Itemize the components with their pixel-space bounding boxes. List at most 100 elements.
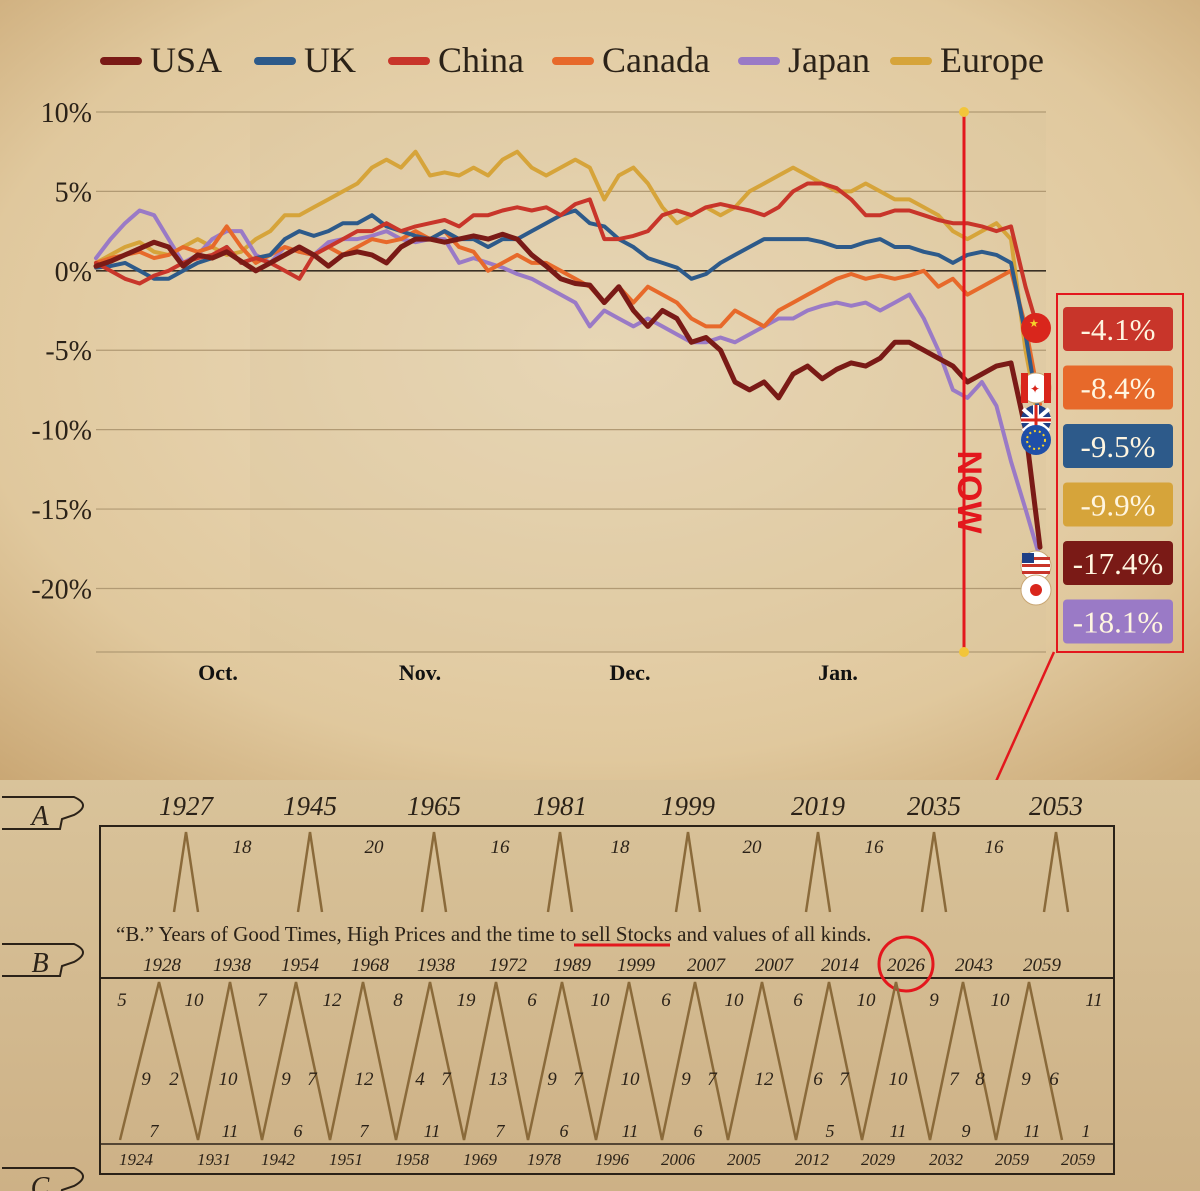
row-b-year: 1968 (351, 955, 390, 976)
row-b-year: 1928 (143, 955, 182, 976)
mid-number: 13 (489, 1069, 508, 1090)
row-a-peak (172, 831, 200, 913)
lower-gap-number: 11 (1024, 1121, 1041, 1141)
end-label-box-japan (1063, 599, 1173, 644)
y-tick-label: 0% (55, 257, 92, 288)
y-tick-label: 10% (41, 98, 92, 129)
row-c-year: 2012 (795, 1150, 830, 1169)
mid-number: 7 (573, 1069, 584, 1090)
row-c-year: 2005 (727, 1150, 761, 1169)
end-label-uk: -9.5% (1081, 429, 1156, 464)
row-a-year: 2053 (1029, 791, 1083, 821)
row-b-year: 1954 (281, 955, 320, 976)
upper-gap-number: 6 (661, 990, 671, 1011)
row-letter-text: A (29, 801, 49, 832)
y-tick-label: -15% (31, 495, 92, 526)
row-a-peak (804, 831, 832, 913)
upper-gap-number: 11 (1085, 990, 1103, 1011)
lower-gap-number: 6 (694, 1121, 703, 1141)
mid-number: 9 (681, 1069, 691, 1090)
legend-item-usa: USA (100, 40, 222, 80)
caption-highlight: time to sell (517, 922, 610, 946)
legend: USA UK China Canada Japan Europe (100, 40, 1044, 80)
legend-item-canada: Canada (552, 40, 710, 80)
lower-gap-number: 11 (890, 1121, 907, 1141)
svg-text:✦: ✦ (1030, 382, 1040, 396)
now-marker: NOW (950, 107, 988, 657)
end-value-labels: -4.1% -8.4% -9.5% -9.9% -17.4% -18.1% (1063, 307, 1173, 644)
plot-shade (250, 112, 1046, 652)
series-line-japan (94, 208, 1042, 561)
row-b-year: 2059 (1023, 955, 1062, 976)
row-a-year: 1981 (533, 791, 587, 821)
row-c-year: 2032 (929, 1150, 964, 1169)
lower-gap-number: 1 (1082, 1121, 1091, 1141)
lower-gap-number: 7 (360, 1121, 370, 1141)
x-tick-label: Jan. (818, 660, 858, 685)
legend-label: Europe (940, 40, 1044, 80)
highlighted-year: 2026 (887, 955, 926, 976)
lower-gap-number: 5 (826, 1121, 835, 1141)
mid-number: 7 (839, 1069, 850, 1090)
row-b-year: 1938 (213, 955, 252, 976)
row-b-caption: “B.” Years of Good Times, High Prices an… (116, 922, 871, 946)
lower-gap-number: 7 (150, 1121, 160, 1141)
now-dot-bottom (959, 647, 969, 657)
svg-text:★: ★ (1029, 318, 1039, 330)
upper-gap-number: 9 (929, 990, 939, 1011)
legend-item-china: China (388, 40, 524, 80)
row-letter-c: C (2, 1167, 84, 1191)
row-a-gap: 16 (491, 837, 511, 858)
upper-gap-number: 10 (591, 990, 611, 1011)
row-a-peak (420, 831, 448, 913)
lower-gap-number: 6 (560, 1121, 569, 1141)
legend-label: China (438, 40, 524, 80)
legend-label: USA (150, 40, 222, 80)
row-letter-a: A (2, 796, 84, 832)
row-c-year: 1978 (527, 1150, 562, 1169)
canada-flag-icon: ✦ (1020, 372, 1052, 404)
x-tick-label: Nov. (399, 660, 441, 685)
lower-gap-number: 11 (622, 1121, 639, 1141)
lower-gap-number: 11 (424, 1121, 441, 1141)
now-label: NOW (950, 450, 988, 534)
series-lines (93, 149, 1043, 561)
y-tick-label: 5% (55, 177, 92, 208)
upper-gap-number: 10 (185, 990, 205, 1011)
end-label-box-usa (1063, 541, 1173, 585)
upper-gap-number: 5 (117, 990, 127, 1011)
row-c-year: 2029 (861, 1150, 896, 1169)
upper-gap-number: 10 (725, 990, 745, 1011)
upper-gap-number: 6 (527, 990, 537, 1011)
row-b-year: 2043 (955, 955, 993, 976)
end-label-box-canada (1063, 365, 1173, 410)
end-label-usa: -17.4% (1073, 546, 1163, 581)
mid-number: 9 (281, 1069, 291, 1090)
row-c-year: 1942 (261, 1150, 296, 1169)
row-b-year: 2007 (755, 955, 795, 976)
row-a-gap: 18 (233, 837, 253, 858)
mid-number: 8 (975, 1069, 985, 1090)
pointing-hand-icon (2, 796, 84, 830)
usa-flag-icon (1020, 550, 1052, 582)
row-c-year: 1951 (329, 1150, 363, 1169)
mid-number: 10 (219, 1069, 239, 1090)
row-c-year: 1924 (119, 1150, 154, 1169)
legend-item-europe: Europe (890, 40, 1044, 80)
row-b-year: 2007 (687, 955, 727, 976)
series-line-china (94, 181, 1042, 338)
legend-label: Japan (788, 40, 870, 80)
row-c-year: 1931 (197, 1150, 231, 1169)
y-tick-label: -20% (31, 574, 92, 605)
row-a-year: 1965 (407, 791, 461, 821)
row-a-peak (920, 831, 948, 913)
row-c-year: 1996 (595, 1150, 630, 1169)
chart-background (0, 0, 1200, 780)
y-tick-label: -5% (45, 336, 92, 367)
end-label-canada: -8.4% (1081, 371, 1156, 406)
row-b-year: 1972 (489, 955, 528, 976)
y-tick-label: -10% (31, 416, 92, 447)
mid-number: 7 (707, 1069, 718, 1090)
